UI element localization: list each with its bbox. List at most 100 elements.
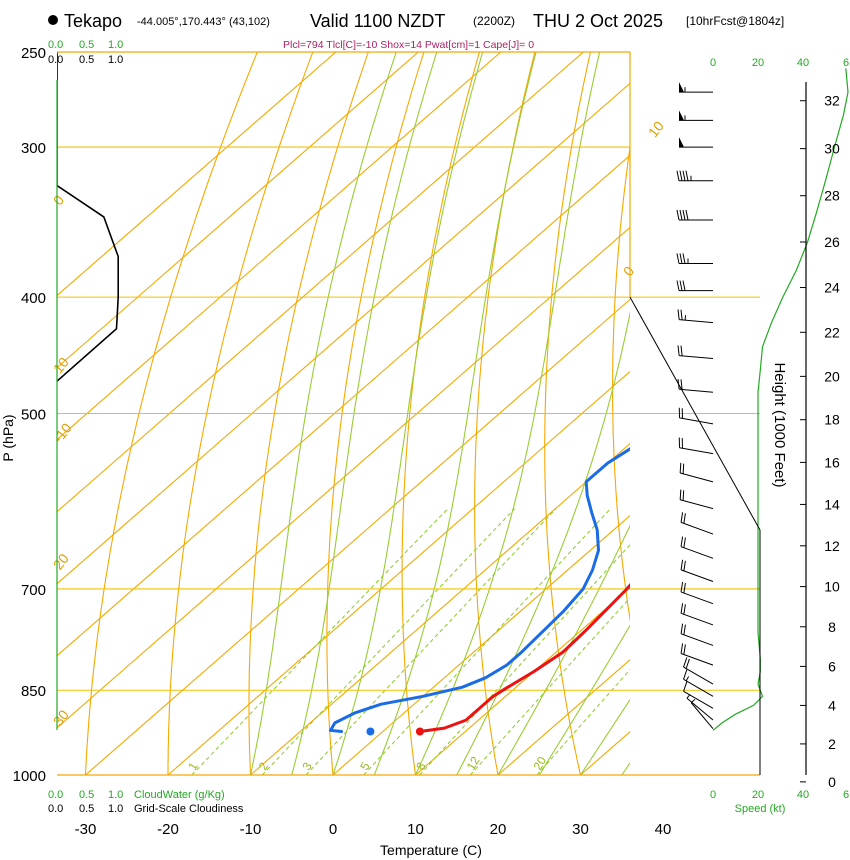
pressure-tick-label: 1000 xyxy=(13,768,46,785)
height-tick-label: 10 xyxy=(824,579,840,595)
wind-barb xyxy=(677,309,714,324)
temperature-tick-label: -30 xyxy=(75,821,97,838)
sounding-indices: Plcl=794 Tlcl[C]=-10 Shox=14 Pwat[cm]=1 … xyxy=(283,39,534,51)
height-tick-label: 16 xyxy=(824,454,840,470)
sounding-traces xyxy=(329,447,630,736)
height-tick-label: 2 xyxy=(828,736,836,752)
wind-barb-feather xyxy=(683,513,686,524)
moist-adiabat-line xyxy=(456,310,630,775)
moist-adiabat-line xyxy=(415,52,601,775)
height-tick-label: 12 xyxy=(824,538,840,554)
wind-barb xyxy=(679,82,713,93)
wind-barb-feather xyxy=(676,170,680,181)
speed-tick-bottom-2: 40 xyxy=(797,789,809,801)
wind-panel xyxy=(676,68,849,731)
mixing-ratio-line xyxy=(469,597,630,775)
wind-barb-feather xyxy=(676,280,680,291)
wind-barb-feather xyxy=(677,309,680,320)
isotherm-label: 0 xyxy=(50,192,68,208)
cloudiness-tick-top-2: 1.0 xyxy=(108,54,123,66)
forecast-run: [10hrFcst@1804z] xyxy=(686,14,784,28)
isotherm-line xyxy=(332,514,630,775)
speed-tick-bottom-1: 20 xyxy=(752,789,764,801)
pressure-tick-label: 400 xyxy=(21,290,46,307)
temperature-tick-label: 0 xyxy=(329,821,337,838)
cloudwater-tick-top-1: 0.5 xyxy=(79,39,94,51)
wind-barb xyxy=(676,209,713,221)
wind-barb-half-feather xyxy=(690,699,696,704)
wind-barb xyxy=(676,253,713,264)
mixing-ratio-label: 3 xyxy=(299,760,315,773)
wind-barb xyxy=(680,581,714,605)
surface-dewpoint-marker xyxy=(366,727,375,736)
station-coords: -44.005°,170.443° (43,102) xyxy=(137,16,270,28)
height-tick-label: 32 xyxy=(824,93,840,109)
utc-time: (2200Z) xyxy=(473,14,515,28)
wind-barb-feather xyxy=(679,462,682,474)
speed-tick-top-2: 40 xyxy=(797,57,809,69)
mixing-ratio-label: 5 xyxy=(357,760,373,773)
wind-barb-staff xyxy=(683,666,714,685)
dry-adiabat-line xyxy=(167,52,314,775)
wind-barb-feather xyxy=(676,209,680,221)
wind-barb-staff xyxy=(683,690,714,709)
wind-barb-staff xyxy=(679,417,714,425)
cloudwater-tick-bottom-2: 1.0 xyxy=(108,789,123,801)
moist-adiabat-line xyxy=(332,52,484,775)
pressure-tick-label: 300 xyxy=(21,140,46,157)
mixing-ratio-label: 2 xyxy=(256,760,272,773)
wind-barb-staff xyxy=(679,447,714,455)
isotherm-line xyxy=(250,442,630,775)
forecast-date: THU 2 Oct 2025 xyxy=(533,11,663,31)
mixing-ratio-line xyxy=(305,508,557,775)
height-tick-label: 18 xyxy=(824,412,840,428)
cloudiness-tick-bottom-0: 0.0 xyxy=(48,803,63,815)
cloudiness-tick-bottom-2: 1.0 xyxy=(108,803,123,815)
wind-barb-feather xyxy=(685,658,690,669)
isotherm-label: 10 xyxy=(645,118,667,140)
wind-barb-feather xyxy=(679,280,683,291)
valid-time: Valid 1100 NZDT xyxy=(310,11,445,31)
cloudwater-tick-top-0: 0.0 xyxy=(48,39,63,51)
wind-barb-feather xyxy=(677,345,680,356)
wind-barb-staff xyxy=(679,388,714,393)
panel-divider-line xyxy=(629,296,761,531)
mixing-ratio-label: 1 xyxy=(185,760,201,773)
cloudwater-tick-bottom-0: 0.0 xyxy=(48,789,63,801)
temperature-tick-label: -20 xyxy=(157,821,179,838)
height-axis-title: Height (1000 Feet) xyxy=(771,362,788,487)
wind-barb-half-feather xyxy=(685,676,690,682)
temperature-trace xyxy=(418,582,630,733)
wind-barb-feather xyxy=(680,379,683,390)
y-axis-title: P (hPa) xyxy=(0,414,16,461)
speed-tick-bottom-0: 0 xyxy=(710,789,716,801)
chart-header: Tekapo -44.005°,170.443° (43,102) Valid … xyxy=(48,11,784,51)
temperature-tick-label: 40 xyxy=(655,821,672,838)
speed-tick-top-0: 0 xyxy=(710,57,716,69)
isobar-lines xyxy=(57,51,760,776)
moist-adiabat-line xyxy=(249,52,397,775)
moist-adiabat-line xyxy=(373,52,537,775)
dry-adiabat-line xyxy=(678,31,754,801)
pressure-tick-label: 850 xyxy=(21,683,46,700)
height-tick-label: 0 xyxy=(828,774,836,790)
wind-barb xyxy=(679,137,713,148)
isotherm-line xyxy=(57,52,419,369)
cloudiness-tick-top-1: 0.5 xyxy=(79,54,94,66)
cloudiness-tick-top-0: 0.0 xyxy=(48,54,63,66)
wind-barb-feather xyxy=(683,604,686,615)
cloudiness-label: Grid-Scale Cloudiness xyxy=(134,803,244,815)
dry-adiabat-line xyxy=(401,52,480,775)
station-dot-icon xyxy=(48,15,58,25)
wind-barb-staff xyxy=(680,521,714,535)
surface-temperature-marker xyxy=(415,727,424,736)
speed-tick-top-1: 20 xyxy=(752,57,764,69)
dry-adiabat-line xyxy=(248,52,369,775)
wind-barb-staff xyxy=(679,355,714,360)
wind-barb xyxy=(678,437,714,455)
wind-barb-staff xyxy=(679,319,714,324)
height-tick-label: 8 xyxy=(828,619,836,635)
wind-barb-feather xyxy=(683,624,686,635)
height-tick-label: 14 xyxy=(824,496,840,512)
wind-barb-feather xyxy=(676,253,680,264)
